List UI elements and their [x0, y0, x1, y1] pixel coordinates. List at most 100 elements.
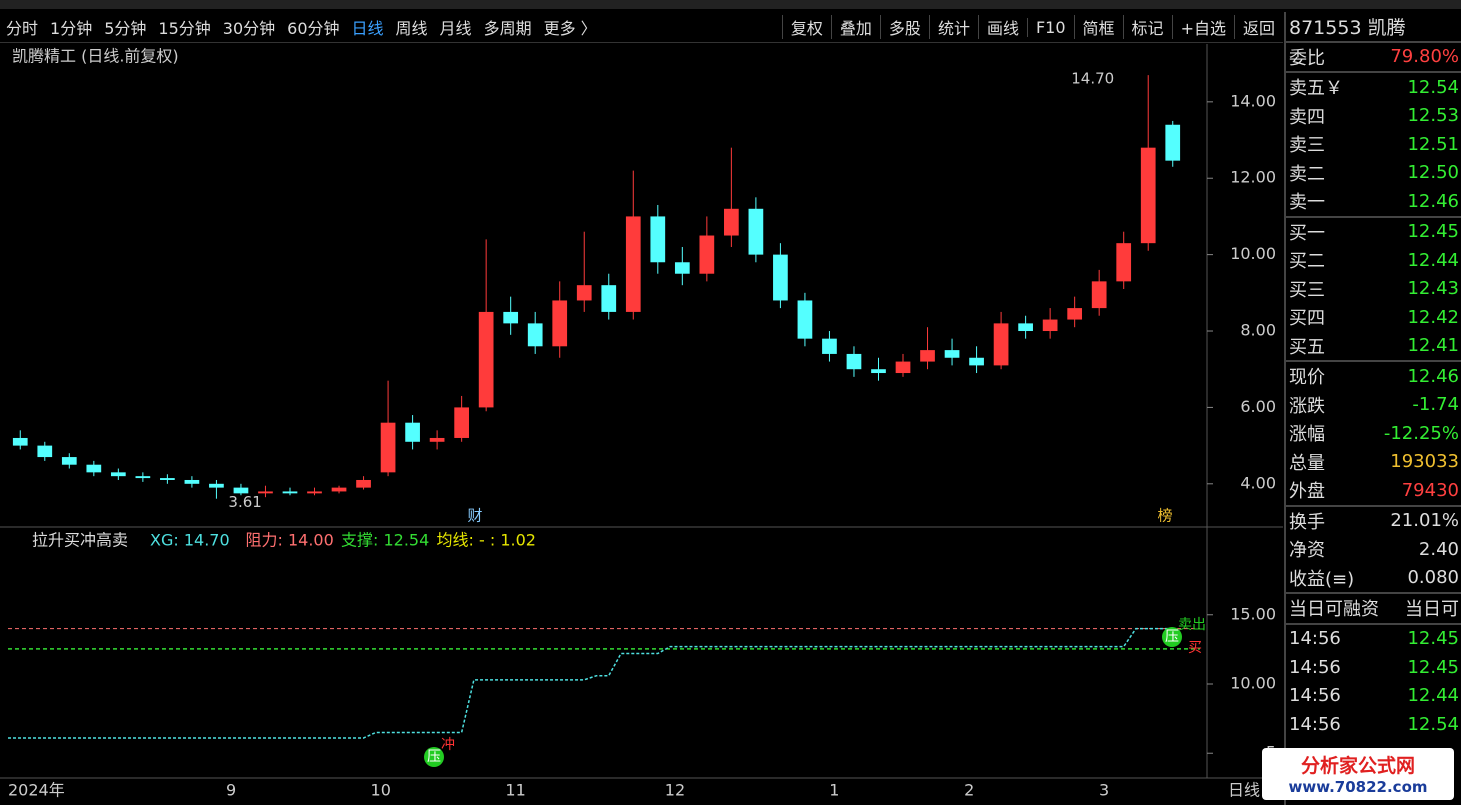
quote-row: 卖五￥ 12.54	[1286, 71, 1461, 102]
quote-label: 总量	[1289, 452, 1325, 474]
tool-button[interactable]: 复权	[781, 15, 831, 39]
candle-body	[699, 235, 715, 274]
tool-button[interactable]: F10	[1026, 17, 1074, 37]
candle-body	[576, 285, 592, 301]
quote-value: 79430	[1401, 479, 1459, 501]
y-tick-label: 14.00	[1230, 91, 1276, 110]
quote-row: 收益(≡) 0.080	[1286, 564, 1461, 593]
candle-body	[110, 472, 126, 477]
period-tab[interactable]: 30分钟	[222, 19, 276, 38]
x-tick-label: 9	[226, 781, 236, 800]
watermark: 分析家公式网 www.70822.com	[1262, 748, 1454, 800]
quote-value: 12.45	[1407, 221, 1459, 243]
y-tick-label: 10.00	[1230, 244, 1276, 263]
candle-body	[503, 311, 519, 324]
candle-body	[1042, 319, 1058, 332]
period-tab[interactable]: 15分钟	[158, 19, 211, 38]
candle-body	[1116, 243, 1132, 282]
quote-row: 买五 12.41	[1286, 332, 1461, 361]
y-tick-label: 4.00	[1240, 473, 1276, 492]
x-tick-label: 11	[505, 781, 525, 800]
period-tab[interactable]: 日线	[351, 19, 384, 38]
quote-row: 买一 12.45	[1286, 215, 1461, 247]
period-tab[interactable]: 1分钟	[50, 19, 93, 38]
quote-label: 买一	[1289, 222, 1325, 244]
step-line	[8, 627, 1173, 739]
tool-button[interactable]: 简框	[1073, 15, 1123, 39]
stock-code: 871553 凯腾	[1286, 12, 1461, 41]
candle-body	[61, 457, 77, 465]
y-tick-label: 15.00	[1230, 604, 1276, 623]
tool-button[interactable]: 叠加	[830, 15, 880, 39]
tool-button[interactable]: 多股	[879, 15, 929, 39]
period-tab[interactable]: 更多 〉	[543, 19, 597, 38]
quote-value: 12.43	[1407, 278, 1459, 300]
candle-body	[184, 479, 200, 484]
period-label: 日线	[1228, 781, 1260, 800]
quote-label: 现价	[1289, 367, 1325, 389]
indicator-legend: 支撑: 12.54	[341, 531, 429, 550]
max-label: 14.70	[1071, 70, 1114, 88]
quote-row: 卖一 12.46	[1286, 187, 1461, 216]
candle-body	[258, 491, 273, 494]
candle-body	[86, 464, 102, 473]
quote-value: 12.53	[1407, 105, 1459, 127]
quote-label: 卖一	[1289, 192, 1325, 214]
quote-value: 2.40	[1418, 538, 1459, 560]
quote-panel: 871553 凯腾 委比 79.80% 卖五￥ 12.54 卖四 12.53 卖三 12.51 卖…	[1284, 12, 1461, 805]
y-tick-label: 6.00	[1240, 397, 1276, 416]
quote-row: 买三 12.43	[1286, 275, 1461, 304]
candle-body	[356, 479, 371, 488]
quote-label: 当日可融资	[1289, 599, 1379, 621]
chart-area: 凯腾精工 (日线.前复权) 4.00 6.00 8.00 10.00 12.00 14.00…	[0, 44, 1283, 800]
quote-row: 卖二 12.50	[1286, 159, 1461, 188]
tool-button[interactable]: 返回	[1233, 15, 1283, 39]
signal-dot	[424, 747, 444, 767]
x-tick-label: 2024年	[8, 781, 65, 800]
x-tick-label: 10	[371, 781, 391, 800]
candle-body	[160, 478, 175, 480]
quote-row: 现价 12.46	[1286, 360, 1461, 391]
quote-label: 收益(≡)	[1289, 568, 1355, 590]
tool-button[interactable]: 画线	[977, 15, 1027, 39]
candle-body	[282, 491, 298, 494]
candle-body	[552, 300, 568, 347]
candle-body	[380, 422, 396, 473]
x-tick-label: 12	[665, 781, 685, 800]
quote-label: 涨幅	[1289, 424, 1325, 446]
quote-row: 买四 12.42	[1286, 303, 1461, 332]
signal-label: 压	[427, 749, 441, 765]
candle-body	[307, 491, 322, 494]
candle-body	[1165, 124, 1181, 161]
candle-body	[920, 350, 935, 362]
period-tab[interactable]: 周线	[395, 19, 428, 38]
candle-body	[846, 353, 862, 370]
quote-label: 买四	[1289, 308, 1325, 330]
tool-button[interactable]: +自选	[1171, 15, 1234, 39]
candle-body	[454, 407, 469, 438]
quote-label: 14:56	[1289, 628, 1341, 650]
quote-value: 12.44	[1407, 685, 1459, 707]
chart-title: 凯腾精工 (日线.前复权)	[12, 47, 179, 66]
period-tab[interactable]: 分时	[6, 19, 39, 38]
candle-body	[37, 445, 53, 458]
quote-row: 14:56 12.45	[1286, 653, 1461, 682]
period-tab[interactable]: 60分钟	[287, 19, 340, 38]
tool-button[interactable]: 统计	[928, 15, 978, 39]
period-tab[interactable]: 5分钟	[104, 19, 147, 38]
tool-button[interactable]: 标记	[1122, 15, 1172, 39]
indicator-legend: 阻力: 14.00	[246, 531, 334, 550]
y-tick-label: 12.00	[1230, 168, 1276, 187]
candle-body	[478, 311, 494, 408]
quote-label: 买二	[1289, 251, 1325, 273]
candle-body	[1140, 147, 1156, 244]
candle-body	[209, 483, 224, 488]
period-tab[interactable]: 月线	[439, 19, 472, 38]
quote-row: 净资 2.40	[1286, 535, 1461, 564]
quote-label: 卖二	[1289, 163, 1325, 185]
period-tab[interactable]: 多周期	[483, 19, 532, 38]
quote-value: 0.080	[1407, 567, 1459, 589]
quote-value: 12.45	[1407, 628, 1459, 650]
candle-body	[822, 338, 837, 354]
quote-label: 涨跌	[1289, 395, 1325, 417]
